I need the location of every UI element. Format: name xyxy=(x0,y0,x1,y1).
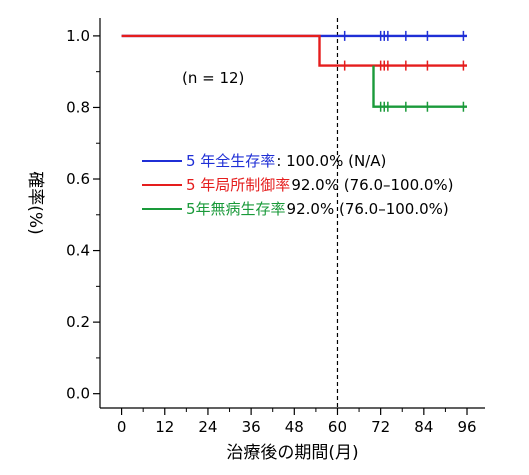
y-tick-label: 0.0 xyxy=(66,385,90,403)
legend-stat-2: 92.0% (76.0–100.0%) xyxy=(291,176,453,194)
x-tick-label: 24 xyxy=(198,418,217,436)
legend-label-1: 5 年全生存率 xyxy=(186,152,275,170)
series-line-2 xyxy=(121,34,467,67)
x-tick-label: 72 xyxy=(371,418,390,436)
x-tick-label: 48 xyxy=(285,418,304,436)
y-axis-label: 確率(%) xyxy=(25,171,45,234)
plot-area xyxy=(121,18,467,408)
y-tick-label: 0.4 xyxy=(66,242,90,260)
legend-stat-1: : 100.0% (N/A) xyxy=(276,152,386,170)
x-tick-label: 60 xyxy=(328,418,347,436)
x-tick-label: 96 xyxy=(457,418,476,436)
x-tick-label: 0 xyxy=(117,418,127,436)
y-tick-label: 0.2 xyxy=(66,313,90,331)
x-tick-label: 84 xyxy=(414,418,433,436)
x-tick-label: 36 xyxy=(242,418,261,436)
x-tick-label: 12 xyxy=(155,418,174,436)
legend-stat-3: 92.0% (76.0–100.0%) xyxy=(287,200,449,218)
series-line-3 xyxy=(372,65,467,108)
x-axis-label: 治療後の期間(月) xyxy=(226,443,358,463)
axes: 0 12 24 36 48 60 72 84 96 0.0 0.2 0.4 0.6 0.8 1.0 xyxy=(66,18,485,436)
y-tick-label: 1.0 xyxy=(66,27,90,45)
y-tick-label: 0.6 xyxy=(66,170,90,188)
legend-label-3: 5年無病生存率 xyxy=(186,200,286,218)
sample-size-annotation: (n = 12) xyxy=(182,69,244,87)
y-tick-label: 0.8 xyxy=(66,98,90,116)
legend-label-2: 5 年局所制御率 xyxy=(186,176,290,194)
legend: 5 年全生存率: 100.0% (N/A)5 年局所制御率 92.0% (76.0… xyxy=(142,152,454,218)
